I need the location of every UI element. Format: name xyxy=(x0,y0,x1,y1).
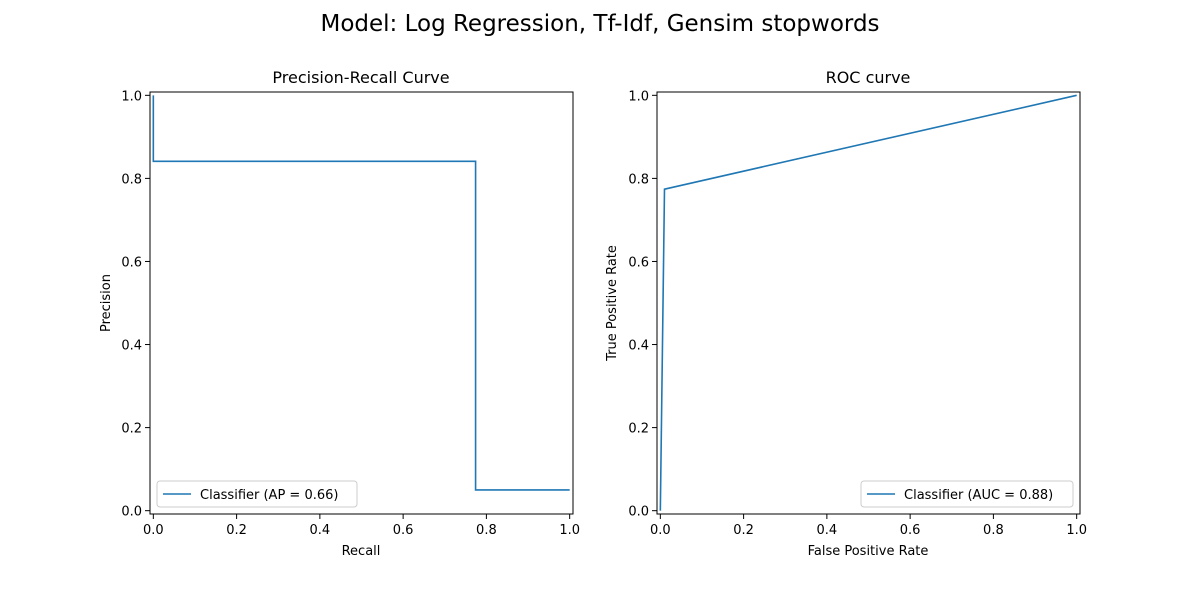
y-tick-label: 0.6 xyxy=(628,255,649,270)
x-tick-label: 0.4 xyxy=(817,523,838,538)
figure-suptitle: Model: Log Regression, Tf-Idf, Gensim st… xyxy=(320,11,879,37)
y-tick-label: 0.6 xyxy=(121,255,142,270)
roc-chart: ROC curve False Positive Rate True Posit… xyxy=(605,68,1087,559)
y-tick-label: 0.8 xyxy=(121,172,142,187)
x-tick-label: 0.0 xyxy=(650,523,671,538)
legend: Classifier (AUC = 0.88) xyxy=(860,480,1074,508)
x-tick-label: 0.6 xyxy=(900,523,921,538)
chart-title: ROC curve xyxy=(826,68,911,87)
chart-title: Precision-Recall Curve xyxy=(272,68,449,87)
y-tick-label: 0.0 xyxy=(628,505,649,520)
series-line xyxy=(152,95,570,491)
x-tick-label: 1.0 xyxy=(1066,523,1087,538)
legend: Classifier (AP = 0.66) xyxy=(156,480,358,508)
precision-recall-chart: Precision-Recall Curve Recall Precision … xyxy=(99,68,580,559)
x-axis-label: Recall xyxy=(342,544,381,559)
x-axis-label: False Positive Rate xyxy=(808,544,929,559)
legend-label: Classifier (AP = 0.66) xyxy=(200,488,338,503)
x-tick-label: 0.4 xyxy=(310,523,331,538)
x-tick-label: 0.2 xyxy=(733,523,754,538)
x-tick-label: 0.8 xyxy=(476,523,497,538)
x-tick-label: 1.0 xyxy=(559,523,580,538)
x-tick-label: 0.6 xyxy=(393,523,414,538)
x-tick-label: 0.0 xyxy=(143,523,164,538)
y-tick-label: 0.8 xyxy=(628,172,649,187)
plot-area-frame xyxy=(656,91,1081,515)
y-axis-label: Precision xyxy=(99,274,114,332)
y-tick-label: 0.2 xyxy=(121,422,142,437)
plot-area-frame xyxy=(149,91,574,515)
legend-label: Classifier (AUC = 0.88) xyxy=(904,488,1053,503)
series-line xyxy=(659,94,1077,511)
y-tick-label: 1.0 xyxy=(121,89,142,104)
y-tick-label: 1.0 xyxy=(628,89,649,104)
y-tick-label: 0.2 xyxy=(628,422,649,437)
y-tick-label: 0.4 xyxy=(628,339,649,354)
y-axis-label: True Positive Rate xyxy=(605,245,620,362)
y-tick-label: 0.0 xyxy=(121,505,142,520)
legend-box xyxy=(860,480,1074,508)
y-tick-label: 0.4 xyxy=(121,339,142,354)
x-tick-label: 0.8 xyxy=(983,523,1004,538)
x-tick-label: 0.2 xyxy=(226,523,247,538)
legend-box xyxy=(156,480,358,508)
